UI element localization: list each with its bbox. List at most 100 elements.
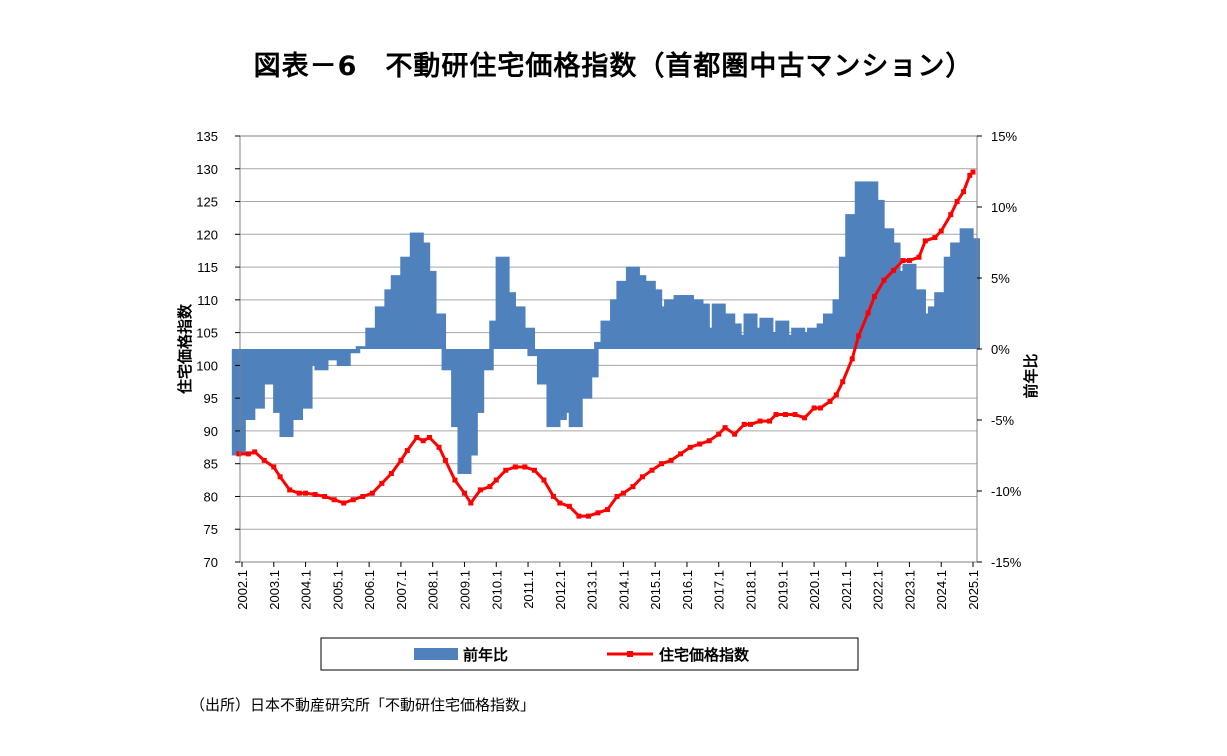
index-point [614,493,620,499]
index-point [932,235,938,241]
left-tick-label: 120 [196,227,218,242]
index-point [891,267,897,273]
x-tick-label: 2024.1 [934,570,949,610]
index-point [960,189,966,195]
right-tick-label: 0% [991,342,1010,357]
yoy-bar [314,349,329,371]
x-tick-label: 2010.1 [489,570,504,610]
index-point [369,490,375,496]
index-point [468,500,474,506]
index-point [360,493,366,499]
yoy-bar [355,346,370,349]
index-point [379,480,385,486]
index-point [802,415,808,421]
index-point [827,398,833,404]
index-point [659,461,665,467]
yoy-bar [584,349,599,378]
left-tick-label: 70 [204,555,218,570]
index-point [906,258,912,264]
yoy-bar [432,313,447,349]
index-point [531,467,537,473]
index-point [252,449,258,455]
index-point [881,277,887,283]
index-point [697,441,703,447]
index-point [398,457,404,463]
index-point [331,497,337,503]
legend-label-index: 住宅価格指数 [659,646,750,664]
index-point [954,199,960,205]
index-point [487,484,493,490]
index-point [900,258,906,264]
index-point [245,451,251,457]
index-point [757,418,763,424]
x-tick-label: 2016.1 [680,570,695,610]
right-tick-label: -10% [991,484,1022,499]
index-point [948,212,954,218]
index-point [271,464,277,470]
index-point [722,425,728,431]
index-point [322,493,328,499]
yoy-bar [327,349,342,361]
x-tick-label: 2017.1 [712,570,727,610]
index-point [856,333,862,339]
yoy-bar [521,327,536,349]
index-point [585,513,591,519]
yoy-bar [966,238,980,349]
index-point [782,412,788,418]
left-tick-label: 85 [204,457,218,472]
x-tick-label: 2014.1 [616,570,631,610]
left-axis-label: 住宅価格指数 [176,303,194,394]
x-tick-label: 2002.1 [235,570,250,610]
right-tick-label: -15% [991,555,1022,570]
index-point [649,467,655,473]
left-tick-label: 105 [196,326,218,341]
index-point [620,490,626,496]
x-tick-label: 2022.1 [871,570,886,610]
index-point [522,464,528,470]
x-axis-ticks: 2002.1 2003.1 2004.1 2005.1 2006.1 2007.1 2008… [235,562,981,610]
legend-label-yoy: 前年比 [463,646,508,664]
index-point [404,448,410,454]
line-series-index [236,169,976,519]
index-point [442,457,448,463]
index-point [706,438,712,444]
index-point [716,431,722,437]
index-point [427,434,433,440]
bar-series-yoy [231,181,980,474]
right-tick-label: 10% [991,200,1017,215]
index-point [512,464,518,470]
index-point [277,474,283,480]
x-tick-label: 2008.1 [426,570,441,610]
left-tick-label: 100 [196,358,218,373]
index-point [639,474,645,480]
index-point [741,421,747,427]
x-tick-label: 2005.1 [330,570,345,610]
x-tick-label: 2004.1 [299,570,314,610]
index-point [452,477,458,483]
index-point [541,477,547,483]
x-tick-label: 2019.1 [775,570,790,610]
index-point [668,457,674,463]
index-point [748,421,754,427]
legend: 前年比 住宅価格指数 [320,637,859,671]
index-point [732,431,738,437]
x-tick-label: 2006.1 [362,570,377,610]
x-tick-label: 2007.1 [394,570,409,610]
index-point [236,451,242,457]
yoy-bar [479,349,494,371]
legend-swatch-yoy [414,648,458,660]
index-point [436,444,442,450]
x-tick-label: 2013.1 [585,570,600,610]
left-tick-label: 80 [204,489,218,504]
chart-title: 図表－6 不動研住宅価格指数（首都圏中古マンション） [253,51,974,82]
right-tick-label: 15% [991,129,1017,144]
index-point [630,484,636,490]
yoy-bar [346,349,361,354]
legend-marker-index [627,651,633,657]
x-tick-label: 2003.1 [267,570,282,610]
x-tick-label: 2023.1 [902,570,917,610]
index-point [350,497,356,503]
index-point [287,487,293,493]
index-point [261,457,267,463]
index-point [833,392,839,398]
